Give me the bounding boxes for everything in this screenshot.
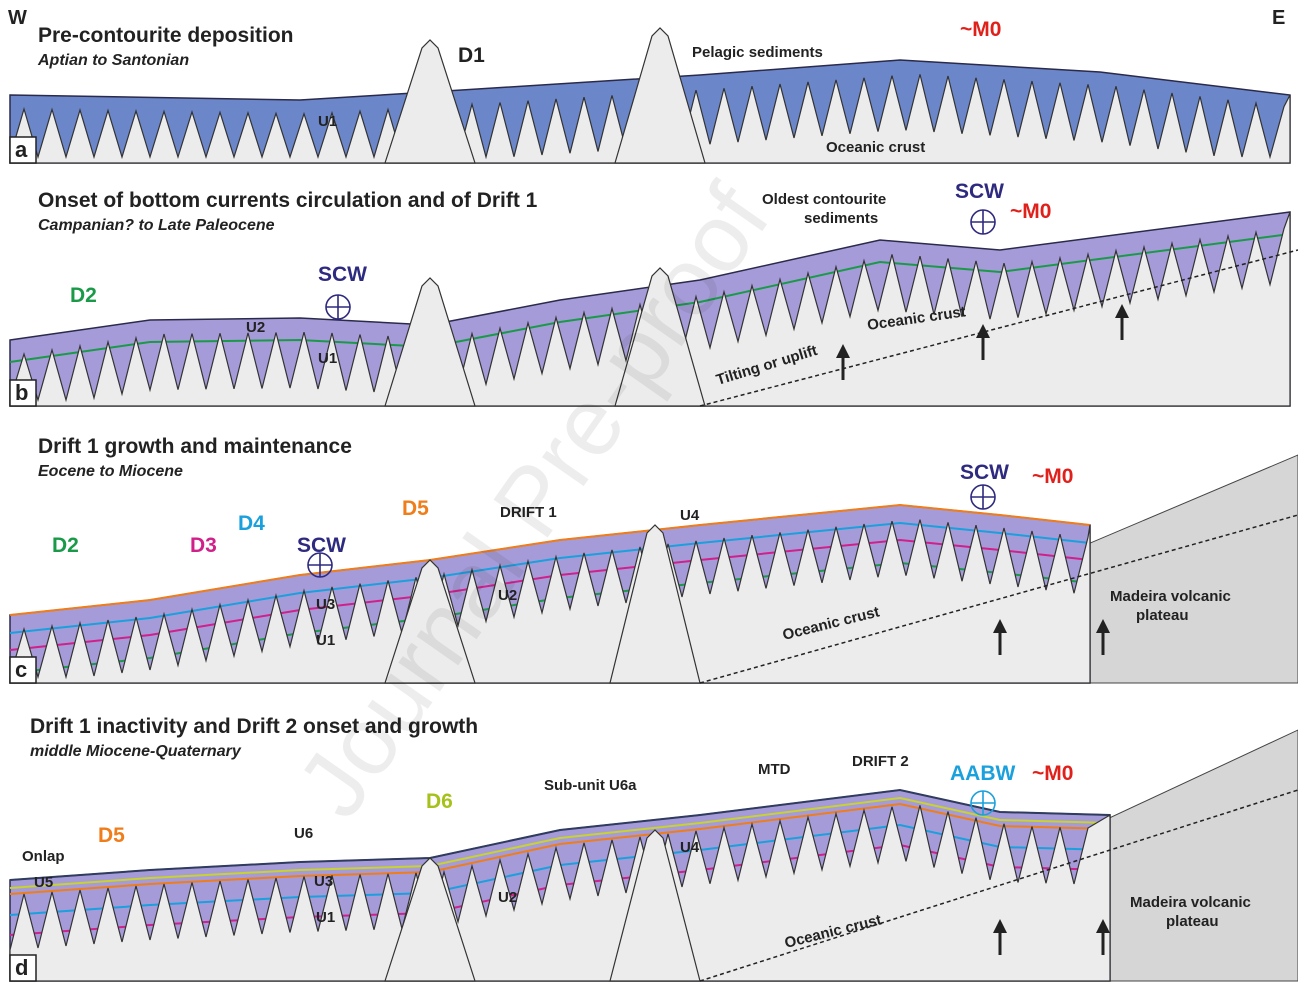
panel-subtitle: Aptian to Santonian <box>37 52 189 69</box>
panel-letter: c <box>15 657 27 682</box>
label: U1 <box>318 113 337 130</box>
label: U1 <box>316 909 335 926</box>
label: U4 <box>680 507 700 524</box>
label: ~M0 <box>1032 762 1073 785</box>
flow-symbol <box>326 295 350 319</box>
east-label: E <box>1272 7 1285 29</box>
label: D5 <box>98 824 125 847</box>
label: Oldest contourite <box>762 191 886 208</box>
west-label: W <box>8 7 27 29</box>
label: ~M0 <box>1032 465 1073 488</box>
panel-letter: b <box>15 380 28 405</box>
label: SCW <box>297 534 346 557</box>
label: sediments <box>804 210 878 227</box>
label: Sub-unit U6a <box>544 777 637 794</box>
flow-symbol <box>971 485 995 509</box>
label: U6 <box>294 825 313 842</box>
panel-title: Drift 1 growth and maintenance <box>38 435 352 458</box>
panel-subtitle: middle Miocene-Quaternary <box>30 743 242 760</box>
label: Madeira volcanic <box>1130 894 1251 911</box>
label: U1 <box>316 632 335 649</box>
label: D2 <box>52 534 79 557</box>
label: D1 <box>458 44 485 67</box>
label: Pelagic sediments <box>692 44 823 61</box>
label: U1 <box>318 350 337 367</box>
label: ~M0 <box>960 18 1001 41</box>
panel-letter: a <box>15 137 28 162</box>
label: U4 <box>680 839 700 856</box>
label: D5 <box>402 497 429 520</box>
label: ~M0 <box>1010 200 1051 223</box>
label: DRIFT 2 <box>852 753 909 770</box>
panel <box>10 455 1298 683</box>
label: D6 <box>426 790 453 813</box>
label: SCW <box>955 180 1004 203</box>
label: U2 <box>246 319 265 336</box>
label: SCW <box>960 461 1009 484</box>
panel <box>10 28 1290 163</box>
label: D3 <box>190 534 217 557</box>
label: Oceanic crust <box>826 139 925 156</box>
label: Madeira volcanic <box>1110 588 1231 605</box>
label: SCW <box>318 263 367 286</box>
panel-title: Onset of bottom currents circulation and… <box>38 189 538 212</box>
label: U3 <box>316 596 335 613</box>
label: AABW <box>950 762 1015 785</box>
label: D4 <box>238 512 265 535</box>
flow-symbol <box>971 791 995 815</box>
label: plateau <box>1136 607 1189 624</box>
flow-symbol <box>971 210 995 234</box>
label: D2 <box>70 284 97 307</box>
label: U3 <box>314 873 333 890</box>
panel-letter: d <box>15 955 28 980</box>
label: U5 <box>34 874 53 891</box>
label: plateau <box>1166 913 1219 930</box>
label: U2 <box>498 889 517 906</box>
panel-subtitle: Campanian? to Late Paleocene <box>38 217 275 234</box>
label: MTD <box>758 761 791 778</box>
panel-title: Pre-contourite deposition <box>38 24 294 47</box>
panel-subtitle: Eocene to Miocene <box>38 463 183 480</box>
label: Onlap <box>22 848 65 865</box>
panel <box>10 730 1298 981</box>
diagram: W E Pre-contourite deposition Aptian to … <box>0 0 1298 983</box>
